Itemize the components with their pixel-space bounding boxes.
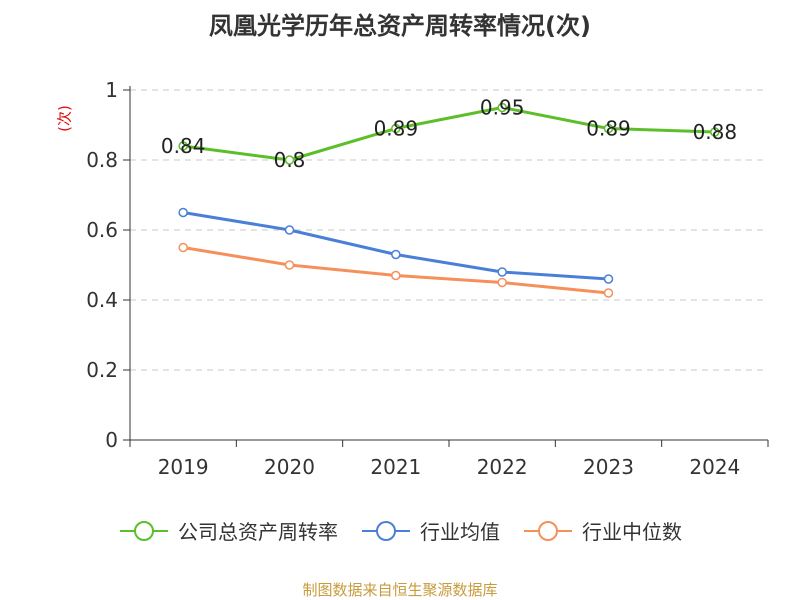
y-tick-label: 0.6 <box>86 218 118 242</box>
legend-item-industry-median[interactable]: 行业中位数 <box>522 516 682 545</box>
data-point-1 <box>497 267 507 277</box>
legend-item-company[interactable]: 公司总资产周转率 <box>118 516 338 545</box>
legend-label-industry-mean: 行业均值 <box>420 520 500 544</box>
series-line-1 <box>182 211 609 281</box>
data-label: 0.95 <box>480 96 525 120</box>
data-point-0 <box>603 123 614 134</box>
y-tick-label: 0 <box>105 428 118 452</box>
x-tick-label: 2019 <box>158 455 209 479</box>
x-tick-label: 2020 <box>264 455 315 479</box>
y-tick-label: 0.8 <box>86 148 118 172</box>
x-tick-label: 2023 <box>583 455 634 479</box>
legend-label-company: 公司总资产周转率 <box>178 520 338 544</box>
legend-swatch-industry-median <box>524 520 572 541</box>
y-tick-label: 0.4 <box>86 288 118 312</box>
y-axis-label: (次) <box>55 105 74 132</box>
chart-title: 凤凰光学历年总资产周转率情况(次) <box>209 12 591 40</box>
data-point-2 <box>391 270 401 281</box>
data-point-2 <box>284 260 295 270</box>
x-tick-label: 2021 <box>370 455 421 479</box>
data-point-0 <box>497 102 507 113</box>
data-label: 0.89 <box>586 117 631 141</box>
data-point-2 <box>178 242 188 253</box>
y-tick-label: 1 <box>105 78 118 102</box>
x-tick-label: 2022 <box>477 455 528 479</box>
legend-swatch-industry-mean <box>362 520 410 541</box>
legend-label-industry-median: 行业中位数 <box>582 520 682 544</box>
data-label: 0.89 <box>374 117 419 141</box>
legend: 公司总资产周转率 行业均值 行业中位数 <box>0 516 800 545</box>
data-point-0 <box>710 127 720 137</box>
data-point-1 <box>178 207 188 218</box>
data-label: 0.8 <box>274 148 306 172</box>
data-point-1 <box>391 249 401 260</box>
data-point-2 <box>497 277 507 288</box>
data-label: 0.88 <box>693 120 738 144</box>
data-point-0 <box>178 141 188 151</box>
legend-item-industry-mean[interactable]: 行业均值 <box>360 516 500 545</box>
y-tick-label: 0.2 <box>86 358 118 382</box>
data-source-note: 制图数据来自恒生聚源数据库 <box>302 581 498 599</box>
data-point-1 <box>603 274 614 284</box>
data-point-0 <box>391 123 401 134</box>
x-tick-label: 2024 <box>689 455 740 479</box>
data-point-2 <box>603 288 614 298</box>
data-label: 0.84 <box>161 134 206 158</box>
data-point-1 <box>284 225 295 235</box>
data-point-0 <box>284 155 295 165</box>
legend-swatch-company <box>120 520 168 541</box>
series-line-0 <box>182 106 715 162</box>
